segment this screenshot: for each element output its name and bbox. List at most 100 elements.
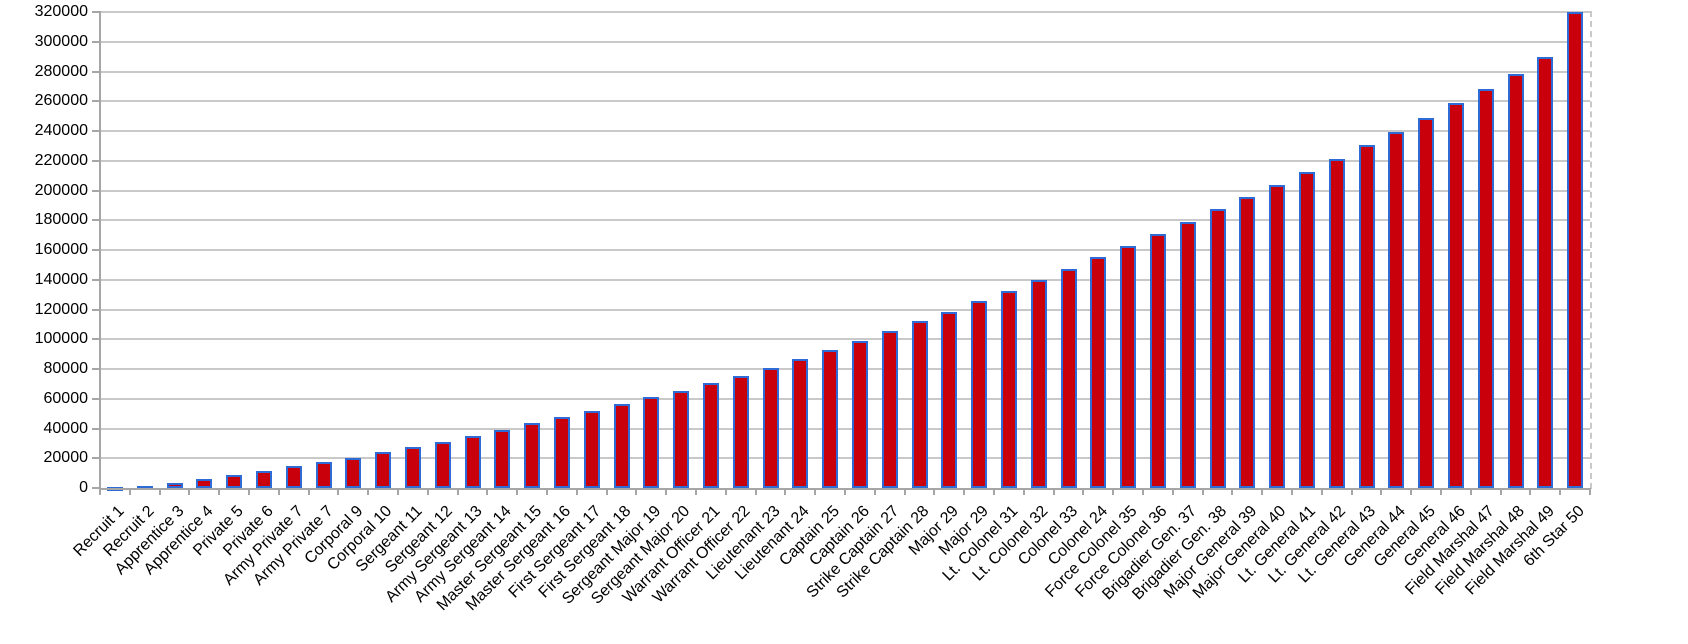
y-tick xyxy=(92,189,100,192)
bar xyxy=(613,403,630,488)
x-tick xyxy=(1022,488,1025,495)
bar xyxy=(1567,12,1584,488)
x-tick xyxy=(307,488,310,495)
y-tick-label: 220000 xyxy=(34,151,88,169)
bar xyxy=(1269,184,1286,488)
x-tick xyxy=(873,488,876,495)
y-tick xyxy=(92,368,100,370)
x-tick xyxy=(1440,488,1442,495)
bar xyxy=(1239,197,1256,488)
x-tick xyxy=(1142,488,1144,495)
y-tick-label: 240000 xyxy=(34,122,88,139)
gridline xyxy=(100,130,1590,132)
bar xyxy=(1000,290,1017,488)
y-tick xyxy=(92,40,100,43)
y-tick xyxy=(92,308,100,311)
gridline xyxy=(100,40,1590,43)
y-tick xyxy=(92,427,100,430)
x-tick xyxy=(1559,488,1562,495)
x-tick xyxy=(1320,488,1323,495)
x-tick xyxy=(635,488,638,495)
bar xyxy=(315,461,332,488)
gridline xyxy=(100,70,1590,73)
y-tick xyxy=(92,457,100,460)
x-tick xyxy=(128,488,131,495)
x-tick xyxy=(158,488,161,495)
x-tick xyxy=(1171,488,1174,495)
x-tick xyxy=(1350,488,1353,495)
y-tick xyxy=(92,249,100,251)
y-tick-label: 280000 xyxy=(34,62,88,80)
gridline xyxy=(100,159,1590,162)
bar xyxy=(822,349,839,488)
x-tick xyxy=(1231,488,1234,495)
x-tick xyxy=(1201,488,1204,495)
x-tick xyxy=(665,488,668,495)
bar xyxy=(1179,221,1196,488)
gridline xyxy=(100,457,1590,460)
x-tick xyxy=(397,488,399,495)
x-tick xyxy=(1082,488,1085,495)
y-tick-label: 260000 xyxy=(34,92,88,110)
bar xyxy=(1030,279,1047,488)
bar xyxy=(1447,103,1464,488)
y-tick-label: 300000 xyxy=(34,32,88,50)
bar xyxy=(1209,209,1226,488)
gridline xyxy=(100,308,1590,311)
x-tick xyxy=(456,488,459,495)
x-tick xyxy=(1469,488,1472,495)
bar xyxy=(762,367,779,488)
x-tick xyxy=(1291,488,1293,495)
bar xyxy=(673,390,690,488)
x-tick xyxy=(1410,488,1413,495)
y-tick-label: 40000 xyxy=(43,419,89,437)
x-tick xyxy=(1589,488,1591,495)
gridline xyxy=(100,11,1590,13)
y-tick xyxy=(92,397,100,400)
y-tick xyxy=(92,338,100,341)
x-tick xyxy=(605,488,608,495)
y-tick xyxy=(92,70,100,73)
y-tick-label: 120000 xyxy=(34,300,88,318)
bar xyxy=(1477,88,1494,488)
y-tick xyxy=(92,11,100,13)
x-tick xyxy=(1261,488,1264,495)
x-tick xyxy=(963,488,966,495)
x-tick xyxy=(1380,488,1383,495)
bar xyxy=(494,429,511,488)
gridline xyxy=(100,219,1590,222)
bar xyxy=(1060,268,1077,488)
x-tick xyxy=(1499,488,1502,495)
plot-right-border xyxy=(1590,11,1592,489)
bar xyxy=(553,416,570,488)
y-tick xyxy=(92,159,100,162)
bar xyxy=(1537,57,1554,488)
y-axis-line xyxy=(99,11,101,489)
y-tick xyxy=(92,278,100,281)
x-tick xyxy=(218,488,221,495)
x-tick xyxy=(1529,488,1532,495)
x-tick xyxy=(99,488,101,495)
x-tick xyxy=(784,488,787,495)
bar xyxy=(1328,158,1345,488)
y-tick xyxy=(92,219,100,222)
y-tick-label: 140000 xyxy=(34,270,88,288)
x-tick xyxy=(486,488,489,495)
x-tick xyxy=(426,488,429,495)
bar xyxy=(702,383,719,488)
bar xyxy=(1298,171,1315,488)
bar xyxy=(971,301,988,488)
x-tick xyxy=(814,488,817,495)
bar xyxy=(851,340,868,488)
y-tick-label: 80000 xyxy=(43,360,89,377)
x-tick xyxy=(844,488,846,495)
bar xyxy=(732,375,749,488)
x-tick xyxy=(546,488,548,495)
y-tick xyxy=(92,487,100,489)
x-tick xyxy=(1112,488,1115,495)
y-tick xyxy=(92,100,100,103)
bar xyxy=(524,423,541,488)
x-tick xyxy=(754,488,757,495)
gridline xyxy=(100,100,1590,103)
